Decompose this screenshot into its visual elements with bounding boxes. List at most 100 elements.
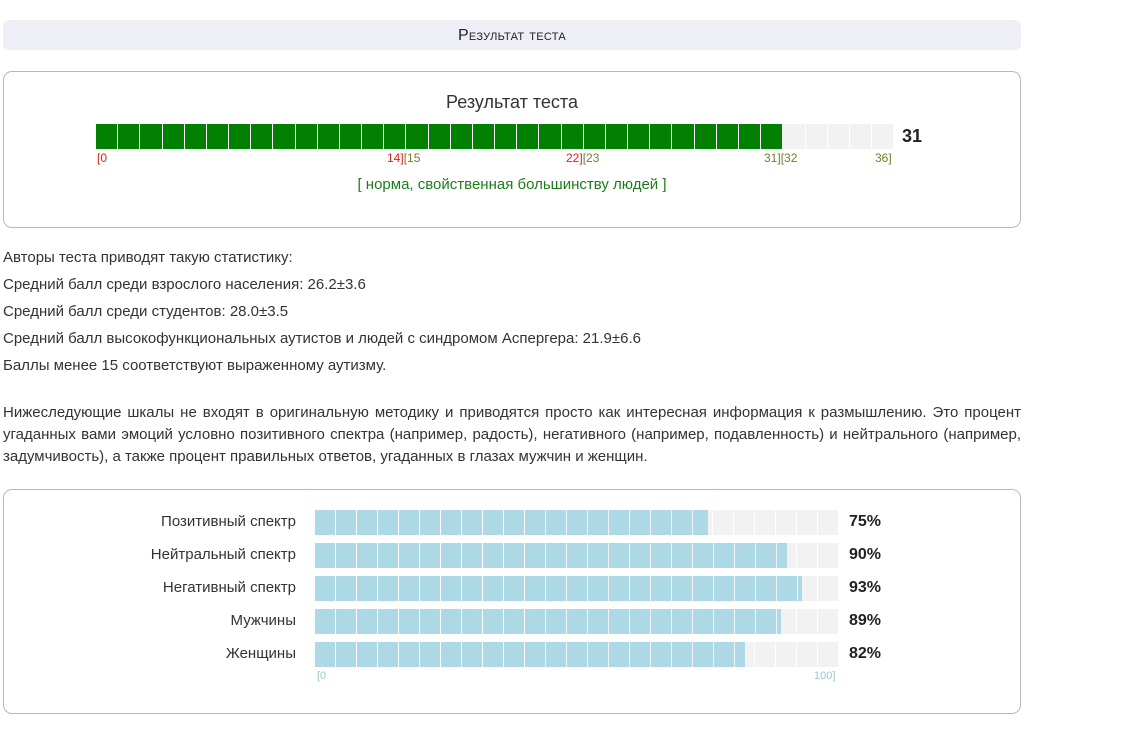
scale-bar-fill-segment: [462, 510, 482, 535]
score-bar-segment: [450, 124, 472, 149]
scale-bar-fill-segment: [525, 510, 545, 535]
scale-bar-fill-segment: [504, 543, 524, 568]
scale-bar-fill-segment: [378, 642, 398, 667]
scale-label: Мужчины: [230, 612, 296, 629]
scale-bar-fill-segment: [651, 609, 671, 634]
scale-bar-fill-segment: [357, 543, 377, 568]
scale-bar-fill-segment: [399, 642, 419, 667]
scale-bar-fill-segment: [504, 576, 524, 601]
score-bar-segment: [738, 124, 761, 149]
scale-bar-fill-segment: [588, 642, 608, 667]
scale-label: Позитивный спектр: [161, 513, 296, 530]
score-bar-segment: [716, 124, 738, 149]
scale-bar-fill-segment: [609, 609, 629, 634]
scale-bar-fill-segment: [546, 510, 566, 535]
scale-bar-fill-segment: [336, 576, 356, 601]
scale-bar-fill-segment: [693, 642, 713, 667]
scale-bar-fill-segment: [399, 510, 419, 535]
scale-bar-fill-segment: [399, 609, 419, 634]
scale-bar-fill-segment: [483, 609, 503, 634]
scale-min: [0: [317, 670, 327, 682]
stats-block: Авторы теста приводят такую статистику: …: [3, 248, 1023, 383]
scale-bar-fill-segment: [672, 609, 692, 634]
scale-bar-fill-segment: [630, 576, 650, 601]
scale-bar-fill-segment: [714, 576, 734, 601]
scale-bar-fill-segment: [420, 510, 440, 535]
scale-bar-fill-segment: [798, 576, 803, 601]
scale-bar-fill-segment: [546, 609, 566, 634]
scale-bar-fill-segment: [651, 576, 671, 601]
scale-bar-fill-segment: [609, 543, 629, 568]
scale-bar-fill-segment: [588, 510, 608, 535]
scale-bar-fill-segment: [672, 576, 692, 601]
scale-bar-fill-segment: [609, 510, 629, 535]
tick-0: [0: [97, 151, 108, 165]
scale-bar-segment: [796, 642, 817, 667]
scale-bar-fill-segment: [735, 609, 755, 634]
scale-bar-fill-segment: [672, 642, 692, 667]
scale-bar: [315, 642, 839, 667]
scale-bar-fill-segment: [441, 576, 461, 601]
scale-bar-fill: [315, 576, 803, 601]
scale-bar-fill-segment: [567, 609, 587, 634]
scale-bar-fill-segment: [357, 642, 377, 667]
scale-bar-segment: [796, 609, 817, 634]
score-bar-segment: [229, 124, 251, 149]
scale-bar-fill-segment: [420, 642, 440, 667]
scale-bar-fill-segment: [567, 576, 587, 601]
scale-bar-fill-segment: [483, 510, 503, 535]
scale-bar-fill-segment: [420, 609, 440, 634]
score-bar-segment: [672, 124, 694, 149]
scale-bar-fill-segment: [714, 642, 734, 667]
scale-bar-fill-segment: [357, 510, 377, 535]
scale-bar-fill-segment: [315, 609, 335, 634]
scale-bar-fill-segment: [567, 543, 587, 568]
scale-bar-fill-segment: [567, 510, 587, 535]
score-bar-segment: [783, 124, 805, 149]
scale-bar-fill-segment: [588, 576, 608, 601]
scale-bar-fill-segment: [546, 576, 566, 601]
scale-percent: 89%: [849, 612, 882, 629]
stats-autists: Средний балл высокофункциональных аутист…: [3, 330, 641, 347]
scale-bar-fill-segment: [525, 576, 545, 601]
scale-bar-fill-segment: [714, 543, 734, 568]
scale-bar-fill-segment: [483, 543, 503, 568]
scale-bar-fill: [315, 543, 787, 568]
scale-bar-fill-segment: [483, 642, 503, 667]
scale-bar-fill-segment: [399, 576, 419, 601]
scale-bar-fill-segment: [735, 642, 745, 667]
scale-label: Женщины: [225, 645, 296, 662]
scale-bar-fill-segment: [756, 609, 776, 634]
scale-bar-fill: [315, 510, 708, 535]
scale-bar-fill-segment: [315, 510, 335, 535]
score-bar-segment: [495, 124, 517, 149]
score-bar-segment: [251, 124, 273, 149]
scale-bar-fill-segment: [735, 543, 755, 568]
scale-bar-fill-segment: [441, 642, 461, 667]
scale-bar-fill-segment: [588, 543, 608, 568]
result-verdict: [ норма, свойственная большинству людей …: [357, 176, 667, 193]
scale-bar-fill-segment: [336, 543, 356, 568]
result-title: Результат теста: [446, 92, 578, 112]
score-bar-segment: [317, 124, 339, 149]
scale-bar-fill-segment: [378, 576, 398, 601]
scale-bar: [315, 609, 839, 634]
score-bar-segment: [273, 124, 295, 149]
scales-note: Нижеследующие шкалы не входят в оригинал…: [3, 404, 1021, 465]
scale-bar-fill-segment: [441, 609, 461, 634]
scale-bar-fill-segment: [399, 543, 419, 568]
score-bar-segment: [428, 124, 450, 149]
scale-percent: 82%: [849, 645, 882, 662]
scale-bar-fill-segment: [777, 576, 797, 601]
scale-bar: [315, 576, 839, 601]
scale-max: 100]: [814, 670, 836, 682]
scale-bar-fill-segment: [462, 543, 482, 568]
scale-label: Негативный спектр: [162, 579, 296, 596]
scale-bar-fill-segment: [420, 543, 440, 568]
scale-bar-segment: [817, 642, 838, 667]
scale-bar-fill-segment: [651, 642, 671, 667]
score-bar: [96, 124, 894, 149]
stats-intro: Авторы теста приводят такую статистику:: [3, 249, 293, 266]
scale-bar-fill-segment: [420, 576, 440, 601]
scale-bar-fill-segment: [609, 642, 629, 667]
